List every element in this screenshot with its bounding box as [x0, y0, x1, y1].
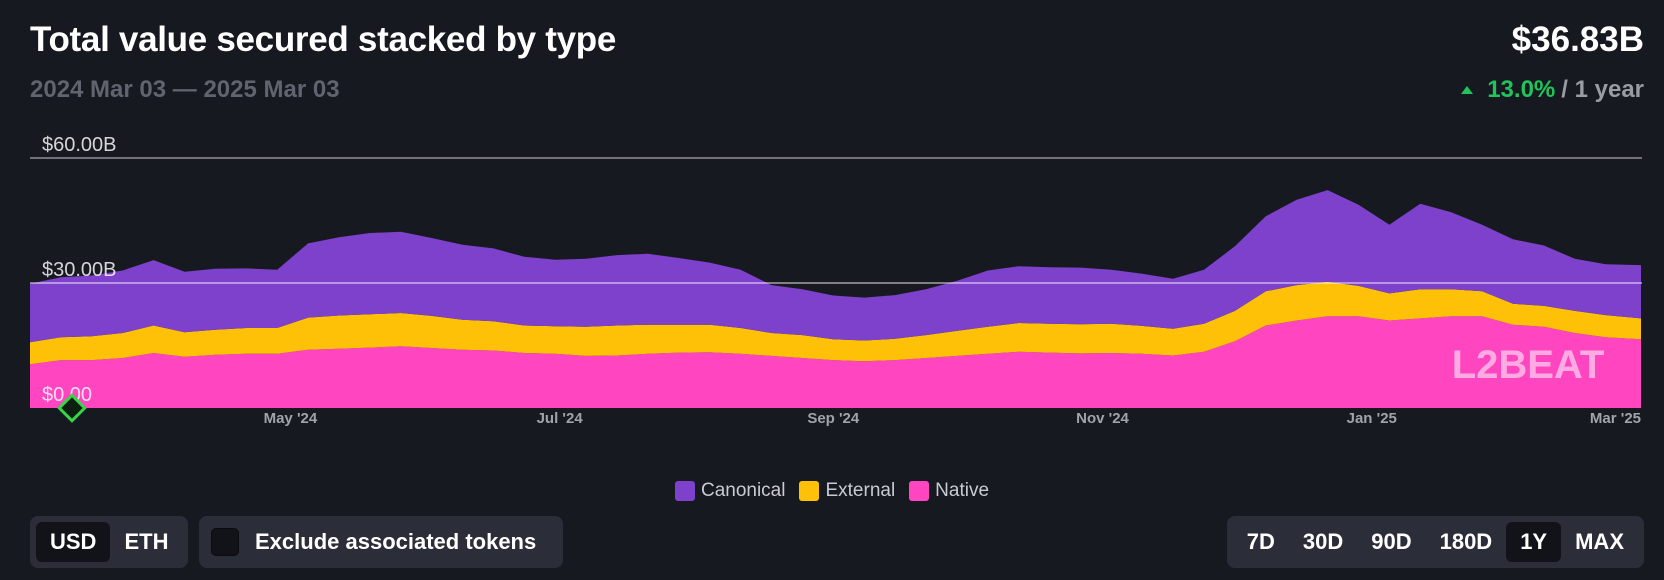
area-external[interactable] — [30, 281, 1641, 365]
range-selector: 7D 30D 90D 180D 1Y MAX — [1226, 516, 1644, 568]
date-range: 2024 Mar 03 — 2025 Mar 03 — [30, 76, 340, 103]
legend-item-external: External — [799, 480, 895, 502]
legend-swatch — [674, 481, 695, 501]
chart-legend: Canonical External Native — [0, 480, 1664, 502]
exclude-tokens-checkbox[interactable] — [211, 528, 239, 556]
legend-label: Canonical — [700, 480, 786, 501]
y-tick-label: $30.00B — [42, 259, 117, 281]
y-tick-label: $60.00B — [42, 134, 117, 156]
legend-label: External — [825, 480, 896, 501]
range-90d-button[interactable]: 90D — [1371, 529, 1412, 554]
start-marker-icon[interactable] — [57, 393, 87, 423]
currency-usd-button[interactable]: USD — [36, 522, 111, 562]
range-30d-button[interactable]: 30D — [1302, 529, 1344, 554]
currency-toggle: USD ETH — [30, 516, 189, 568]
legend-swatch — [909, 481, 930, 501]
x-tick-label: Sep '24 — [807, 410, 860, 427]
x-tick-label: Nov '24 — [1076, 410, 1129, 427]
total-value: $36.83B — [1511, 20, 1644, 59]
change-percent: 13.0% — [1487, 76, 1556, 103]
x-tick-label: Mar '25 — [1590, 410, 1641, 427]
triangle-up-icon — [1461, 86, 1474, 94]
stacked-area-chart[interactable]: $0.00 $30.00B $60.00B May '24 Jul '24 Sep '24… — [0, 130, 1664, 450]
legend-swatch — [799, 481, 820, 501]
exclude-tokens-toggle[interactable]: Exclude associated tokens — [199, 516, 563, 568]
legend-item-canonical: Canonical — [674, 480, 786, 502]
range-180d-button[interactable]: 180D — [1439, 529, 1493, 554]
x-tick-label: Jul '24 — [537, 410, 584, 427]
exclude-tokens-label: Exclude associated tokens — [255, 529, 537, 554]
page-title: Total value secured stacked by type — [30, 20, 617, 59]
area-canonical[interactable] — [30, 190, 1641, 343]
x-tick-label: May '24 — [264, 410, 318, 427]
area-native[interactable] — [30, 316, 1641, 408]
legend-label: Native — [935, 480, 990, 501]
legend-item-native: Native — [909, 480, 989, 502]
range-7d-button[interactable]: 7D — [1246, 529, 1275, 554]
range-1y-button[interactable]: 1Y — [1506, 522, 1562, 562]
change-indicator: 13.0% / 1 year — [1461, 76, 1644, 104]
currency-eth-button[interactable]: ETH — [124, 529, 169, 554]
range-max-button[interactable]: MAX — [1575, 529, 1624, 554]
x-tick-label: Jan '25 — [1347, 410, 1397, 427]
watermark-logo: L2BEAT — [1452, 343, 1605, 387]
change-period: / 1 year — [1561, 76, 1644, 103]
y-tick-label: $0.00 — [42, 384, 92, 406]
